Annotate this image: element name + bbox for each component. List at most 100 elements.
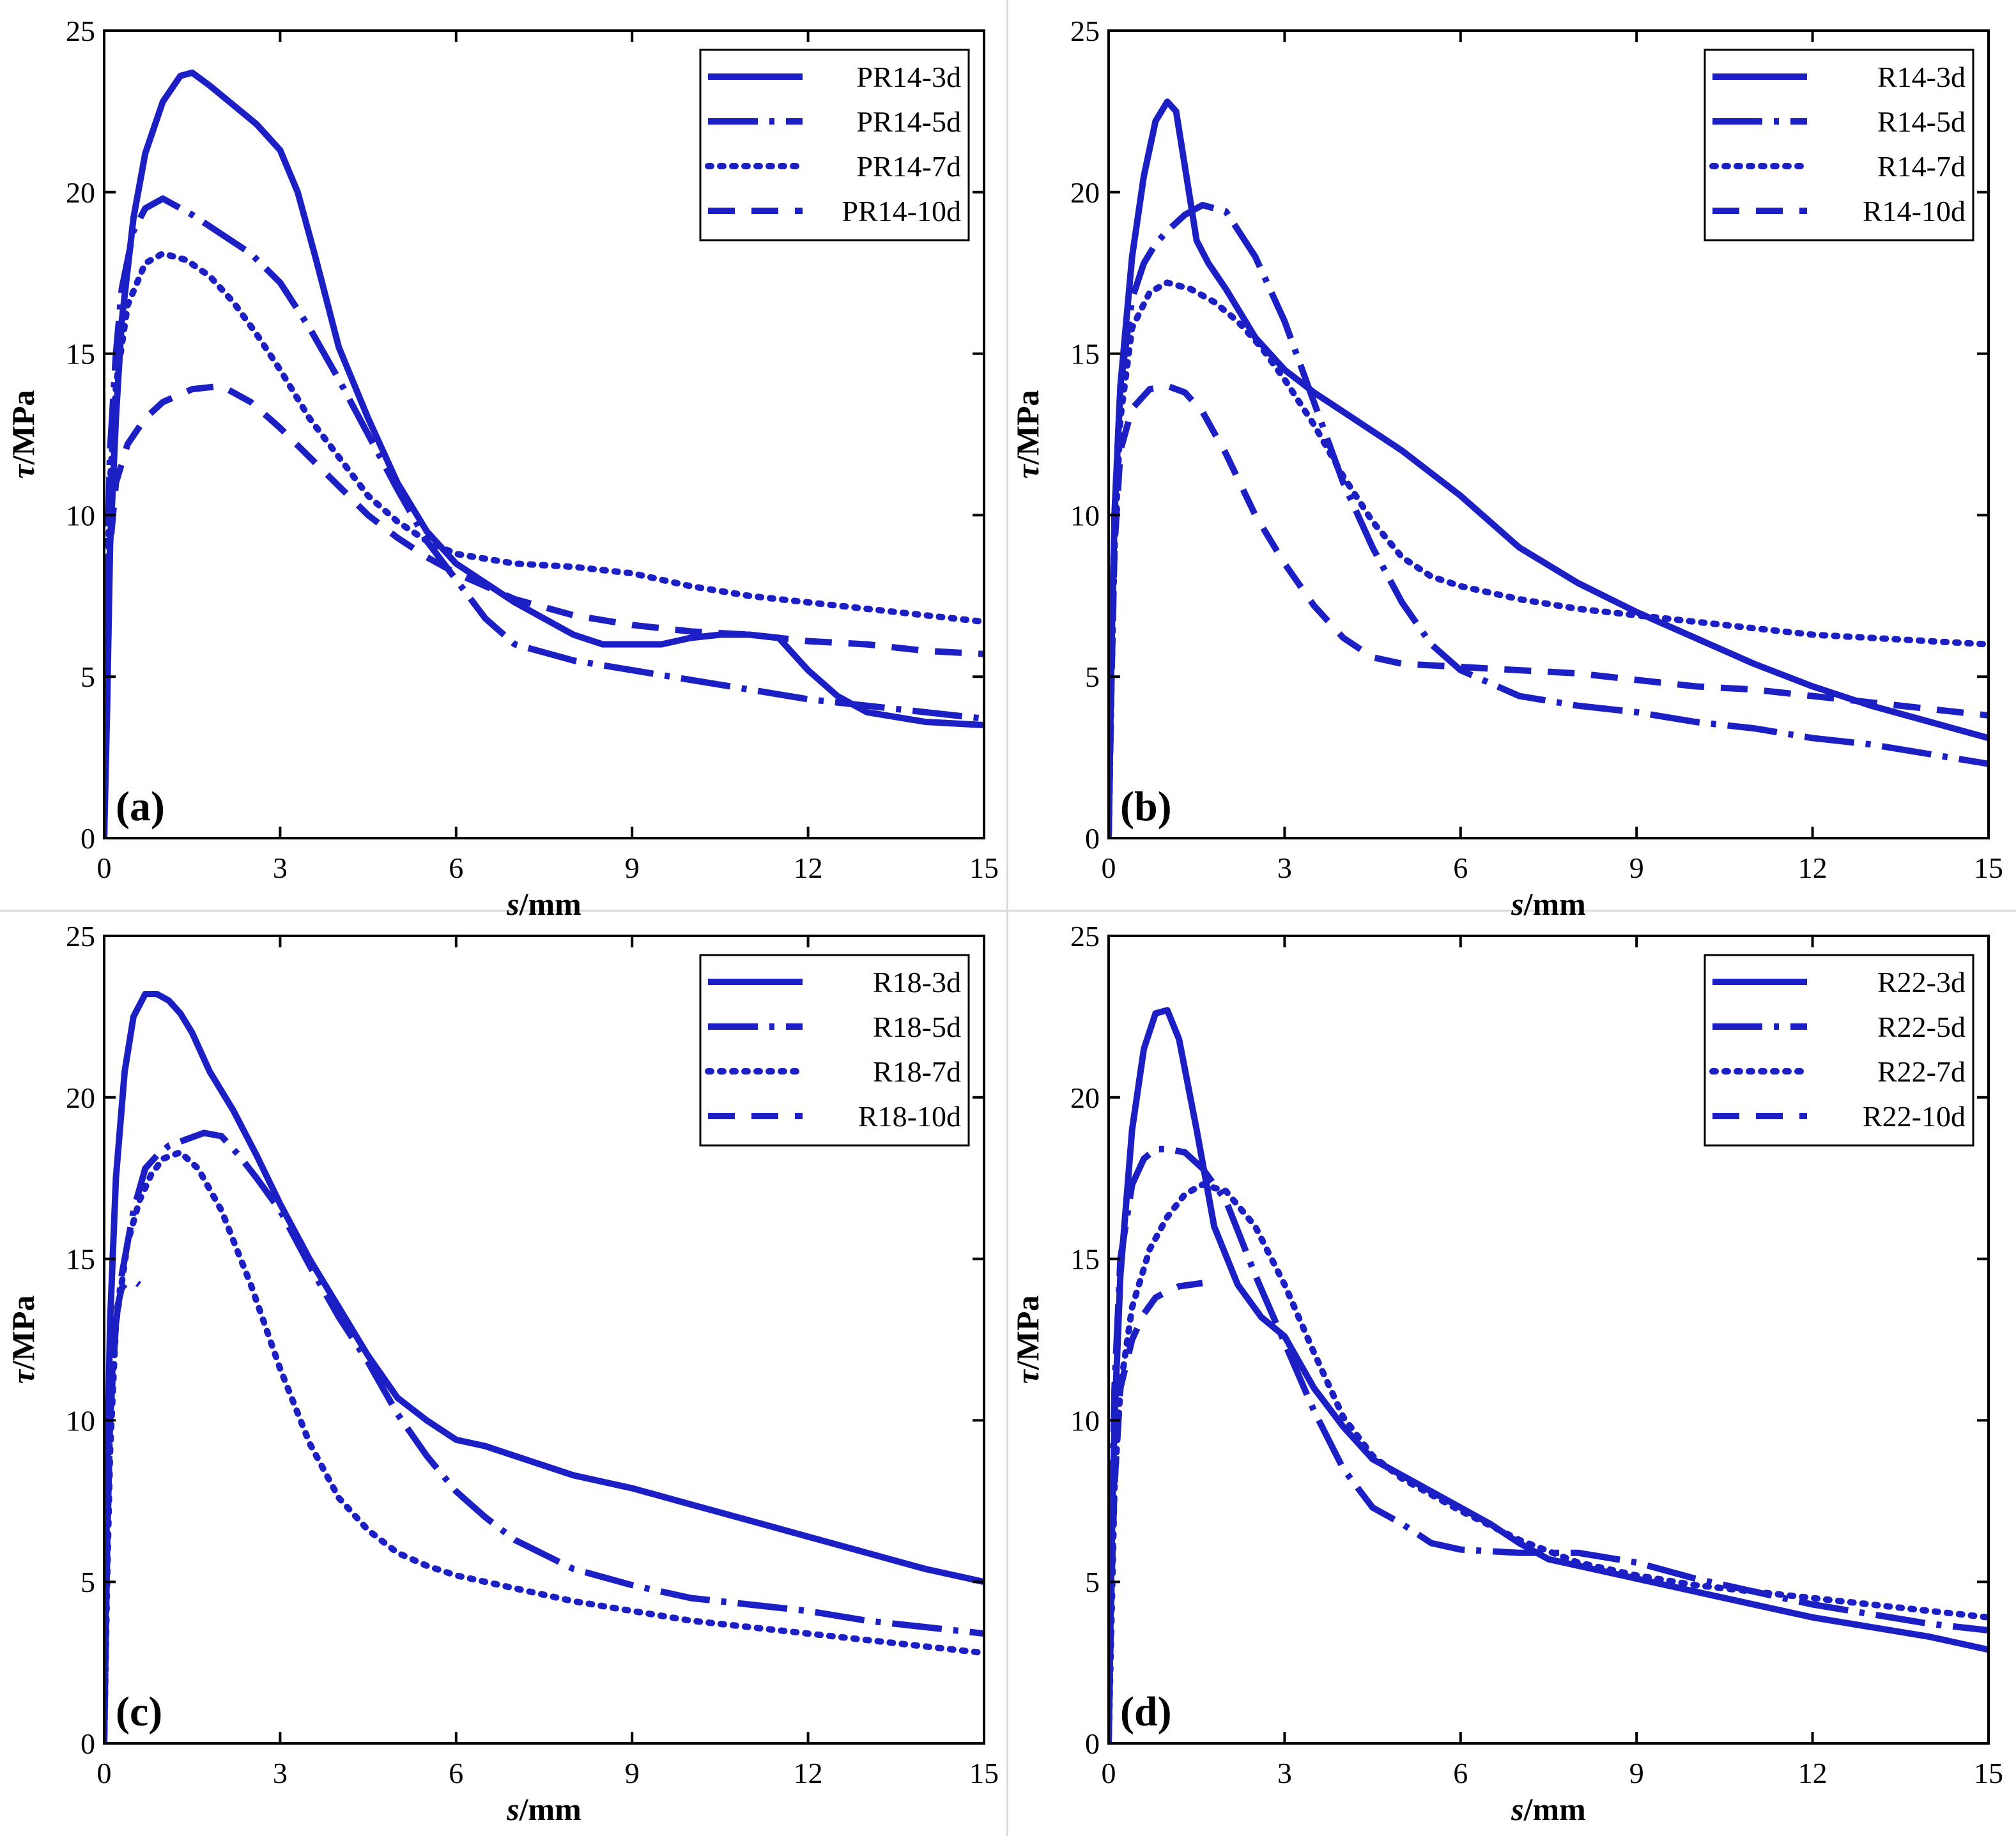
series-line-R14-5d: [1109, 202, 1989, 838]
x-tick-label: 15: [969, 1757, 999, 1789]
legend-label: PR14-10d: [842, 195, 961, 227]
legend-label: R14-10d: [1863, 195, 1966, 227]
panel-label: (d): [1120, 1688, 1172, 1735]
legend-label: R18-10d: [858, 1100, 961, 1133]
legend-label: R18-7d: [873, 1055, 961, 1088]
x-tick-label: 12: [794, 852, 823, 884]
x-tick-label: 6: [1453, 852, 1468, 884]
y-tick-label: 10: [1070, 1404, 1100, 1437]
y-tick-label: 15: [66, 338, 95, 371]
horizontal-panel-divider: [0, 910, 2016, 912]
x-tick-label: 9: [625, 1757, 640, 1789]
y-tick-label: 0: [81, 822, 95, 855]
x-tick-label: 3: [273, 852, 288, 884]
x-tick-label: 9: [1629, 1757, 1644, 1789]
panel-b: 0 3 6 9 12 150510152025s/mmτ/MPa(b)R14-3dR14-…: [1010, 15, 2003, 922]
legend: PR14-3d PR14-5d PR14-7d PR14-10d: [699, 49, 970, 241]
x-tick-label: 15: [1974, 1757, 2003, 1789]
legend-label: R22-3d: [1877, 966, 1966, 998]
series-line-R18-5d: [104, 1129, 984, 1743]
x-tick-label: 9: [1629, 852, 1644, 884]
x-tick-label: 3: [1277, 1757, 1292, 1789]
y-tick-label: 0: [81, 1727, 95, 1760]
x-axis-label: s/mm: [506, 886, 581, 922]
x-tick-label: 6: [449, 852, 463, 884]
legend: R18-3d R18-5d R18-7d R18-10d: [699, 954, 970, 1147]
y-tick-label: 5: [1085, 1566, 1100, 1598]
series-line-R18-10d: [104, 1274, 142, 1743]
x-tick-label: 3: [273, 1757, 288, 1789]
x-tick-label: 3: [1277, 852, 1292, 884]
axes-frame: [103, 29, 985, 839]
series-line-R18-7d: [104, 1149, 984, 1743]
y-tick-label: 15: [1070, 338, 1100, 371]
series-line-R22-7d: [1109, 1181, 1989, 1743]
y-tick-label: 20: [1070, 1082, 1100, 1114]
y-tick-label: 10: [66, 1404, 95, 1437]
series-line-R22-3d: [1109, 1007, 1989, 1743]
x-tick-label: 12: [1798, 1757, 1827, 1789]
series-line-R14-7d: [1109, 279, 1989, 838]
y-tick-label: 5: [81, 1566, 95, 1598]
y-tick-label: 25: [1070, 15, 1100, 47]
x-tick-label: 12: [794, 1757, 823, 1789]
x-tick-label: 12: [1798, 852, 1827, 884]
series-line-R22-5d: [1109, 1145, 1989, 1743]
y-tick-label: 20: [66, 1082, 95, 1114]
x-tick-label: 15: [1974, 852, 2003, 884]
x-tick-label: 6: [1453, 1757, 1468, 1789]
y-tick-label: 10: [66, 499, 95, 532]
legend-label: R22-5d: [1877, 1011, 1966, 1043]
y-axis-label: τ/MPa: [1010, 390, 1045, 479]
series-line-R22-10d: [1109, 1280, 1203, 1743]
y-tick-label: 10: [1070, 499, 1100, 532]
y-tick-label: 25: [66, 920, 95, 952]
series-line-PR14-5d: [104, 195, 984, 838]
legend-label: PR14-3d: [856, 61, 961, 93]
legend-label: PR14-5d: [856, 105, 961, 138]
y-tick-label: 0: [1085, 1727, 1100, 1760]
y-tick-label: 15: [66, 1243, 95, 1276]
legend-label: PR14-7d: [856, 150, 961, 183]
legend: R22-3d R22-5d R22-7d R22-10d: [1704, 954, 1974, 1147]
x-tick-label: 0: [1102, 852, 1116, 884]
y-axis-label: τ/MPa: [1010, 1296, 1045, 1384]
panel-a: 0 3 6 9 12 150510152025s/mmτ/MPa(a)PR14-3dPR1…: [5, 15, 999, 922]
series-line-PR14-7d: [104, 250, 984, 838]
series-line-R14-10d: [1109, 383, 1989, 838]
y-tick-label: 15: [1070, 1243, 1100, 1276]
x-tick-label: 0: [1102, 1757, 1116, 1789]
x-axis-label: s/mm: [1511, 886, 1586, 922]
series-line-PR14-10d: [104, 383, 984, 838]
y-tick-label: 0: [1085, 822, 1100, 855]
x-tick-label: 0: [97, 1757, 112, 1789]
legend-label: R22-7d: [1877, 1055, 1966, 1088]
legend-label: R18-3d: [873, 966, 961, 998]
y-tick-label: 5: [1085, 661, 1100, 693]
y-tick-label: 5: [81, 661, 95, 693]
legend-box: [1704, 954, 1974, 1147]
axes-frame: [1107, 935, 1990, 1745]
x-axis-label: s/mm: [506, 1791, 581, 1827]
y-tick-label: 25: [1070, 920, 1100, 952]
y-tick-label: 20: [1070, 176, 1100, 209]
y-tick-label: 25: [66, 15, 95, 47]
legend-box: [699, 49, 970, 241]
legend-label: R18-5d: [873, 1011, 961, 1043]
x-axis-label: s/mm: [1511, 1791, 1586, 1827]
panel-d: 0 3 6 9 12 150510152025s/mmτ/MPa(d)R22-3dR22-…: [1010, 920, 2003, 1827]
legend-label: R14-5d: [1877, 105, 1966, 138]
panel-label: (c): [116, 1688, 162, 1735]
x-tick-label: 15: [969, 852, 999, 884]
legend-label: R22-10d: [1863, 1100, 1966, 1133]
panel-label: (a): [116, 783, 165, 830]
x-tick-label: 9: [625, 852, 640, 884]
x-tick-label: 0: [97, 852, 112, 884]
vertical-panel-divider: [1006, 0, 1008, 1836]
legend-label: R14-7d: [1877, 150, 1966, 183]
legend-box: [699, 954, 970, 1147]
y-axis-label: τ/MPa: [5, 1296, 41, 1384]
legend: R14-3d R14-5d R14-7d R14-10d: [1704, 49, 1974, 241]
series-line-R14-3d: [1109, 98, 1989, 838]
